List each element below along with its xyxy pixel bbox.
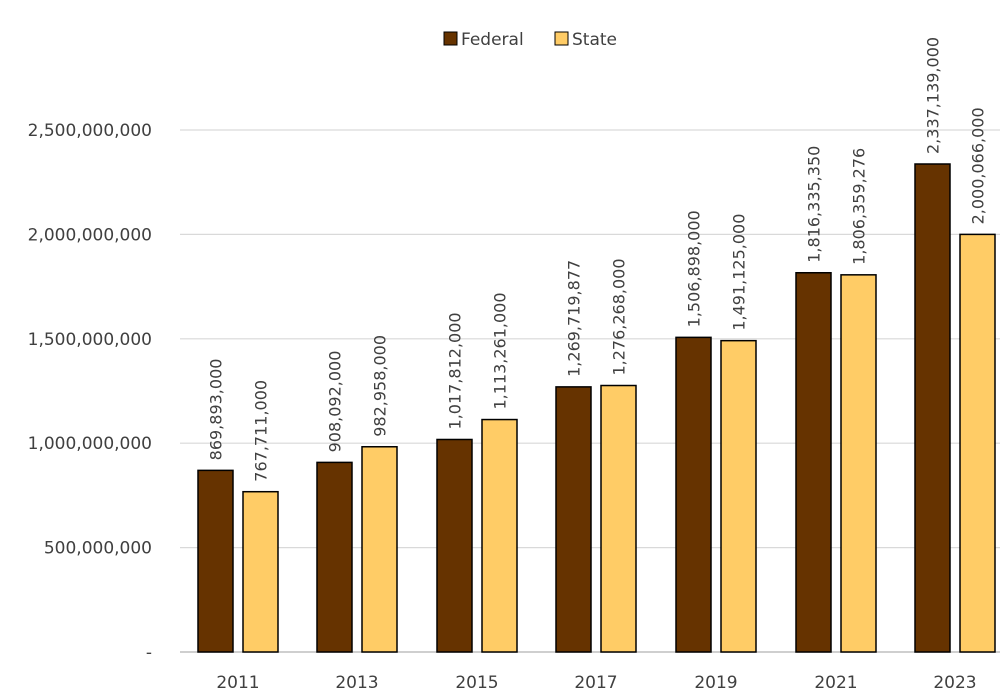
x-tick-label: 2015: [455, 673, 498, 693]
x-tick-label: 2011: [216, 673, 259, 693]
x-axis-tick-labels: 2011 2013 2015 2017 2019 2021 2023: [216, 673, 976, 693]
bar-state-2011: [242, 490, 279, 653]
bar-state-2021: [840, 274, 877, 653]
data-label-federal-2011: 869,893,000: [207, 359, 226, 461]
legend-swatch-federal: [443, 31, 458, 46]
bar-federal-2017: [555, 386, 592, 653]
y-tick-label: 1,500,000,000: [28, 330, 152, 350]
y-tick-label: 500,000,000: [44, 539, 152, 559]
legend-label-state: State: [572, 30, 617, 50]
x-tick-label: 2019: [694, 673, 737, 693]
x-tick-label: 2017: [574, 673, 617, 693]
bar-state-2023: [959, 233, 996, 653]
y-tick-label: 2,000,000,000: [28, 225, 152, 245]
x-tick-label: 2023: [933, 673, 976, 693]
bar-federal-2021: [795, 271, 832, 653]
bar-federal-2023: [914, 163, 951, 653]
data-label-federal-2021: 1,816,335,350: [805, 146, 824, 263]
data-label-federal-2015: 1,017,812,000: [446, 312, 465, 429]
bar-federal-2019: [675, 336, 712, 653]
y-tick-label: -: [146, 643, 152, 663]
y-tick-label: 1,000,000,000: [28, 434, 152, 454]
data-label-state-2021: 1,806,359,276: [850, 148, 869, 265]
legend: Federal State: [443, 30, 617, 50]
bar-federal-2011: [197, 469, 234, 653]
data-label-federal-2013: 908,092,000: [326, 351, 345, 453]
data-label-state-2019: 1,491,125,000: [730, 214, 749, 331]
legend-label-federal: Federal: [461, 30, 524, 50]
bars: [197, 163, 996, 653]
data-label-state-2023: 2,000,066,000: [969, 107, 988, 224]
data-labels: 869,893,000 767,711,000 908,092,000 982,958…: [207, 37, 988, 482]
bar-federal-2013: [316, 461, 353, 653]
x-tick-label: 2021: [814, 673, 857, 693]
bar-state-2013: [361, 446, 398, 653]
data-label-state-2017: 1,276,268,000: [610, 258, 629, 375]
data-label-state-2011: 767,711,000: [252, 380, 271, 482]
x-tick-label: 2013: [335, 673, 378, 693]
data-label-federal-2023: 2,337,139,000: [924, 37, 943, 154]
bar-state-2019: [720, 339, 757, 653]
bar-state-2017: [600, 384, 637, 653]
legend-swatch-state: [554, 31, 569, 46]
data-label-state-2015: 1,113,261,000: [491, 292, 510, 409]
data-label-federal-2019: 1,506,898,000: [685, 210, 704, 327]
y-tick-label: 2,500,000,000: [28, 121, 152, 141]
bar-federal-2015: [436, 438, 473, 653]
data-label-state-2013: 982,958,000: [371, 335, 390, 437]
bar-state-2015: [481, 418, 518, 653]
data-label-federal-2017: 1,269,719,877: [565, 260, 584, 377]
y-axis-tick-labels: - 500,000,000 1,000,000,000 1,500,000,000 2,…: [28, 121, 152, 663]
